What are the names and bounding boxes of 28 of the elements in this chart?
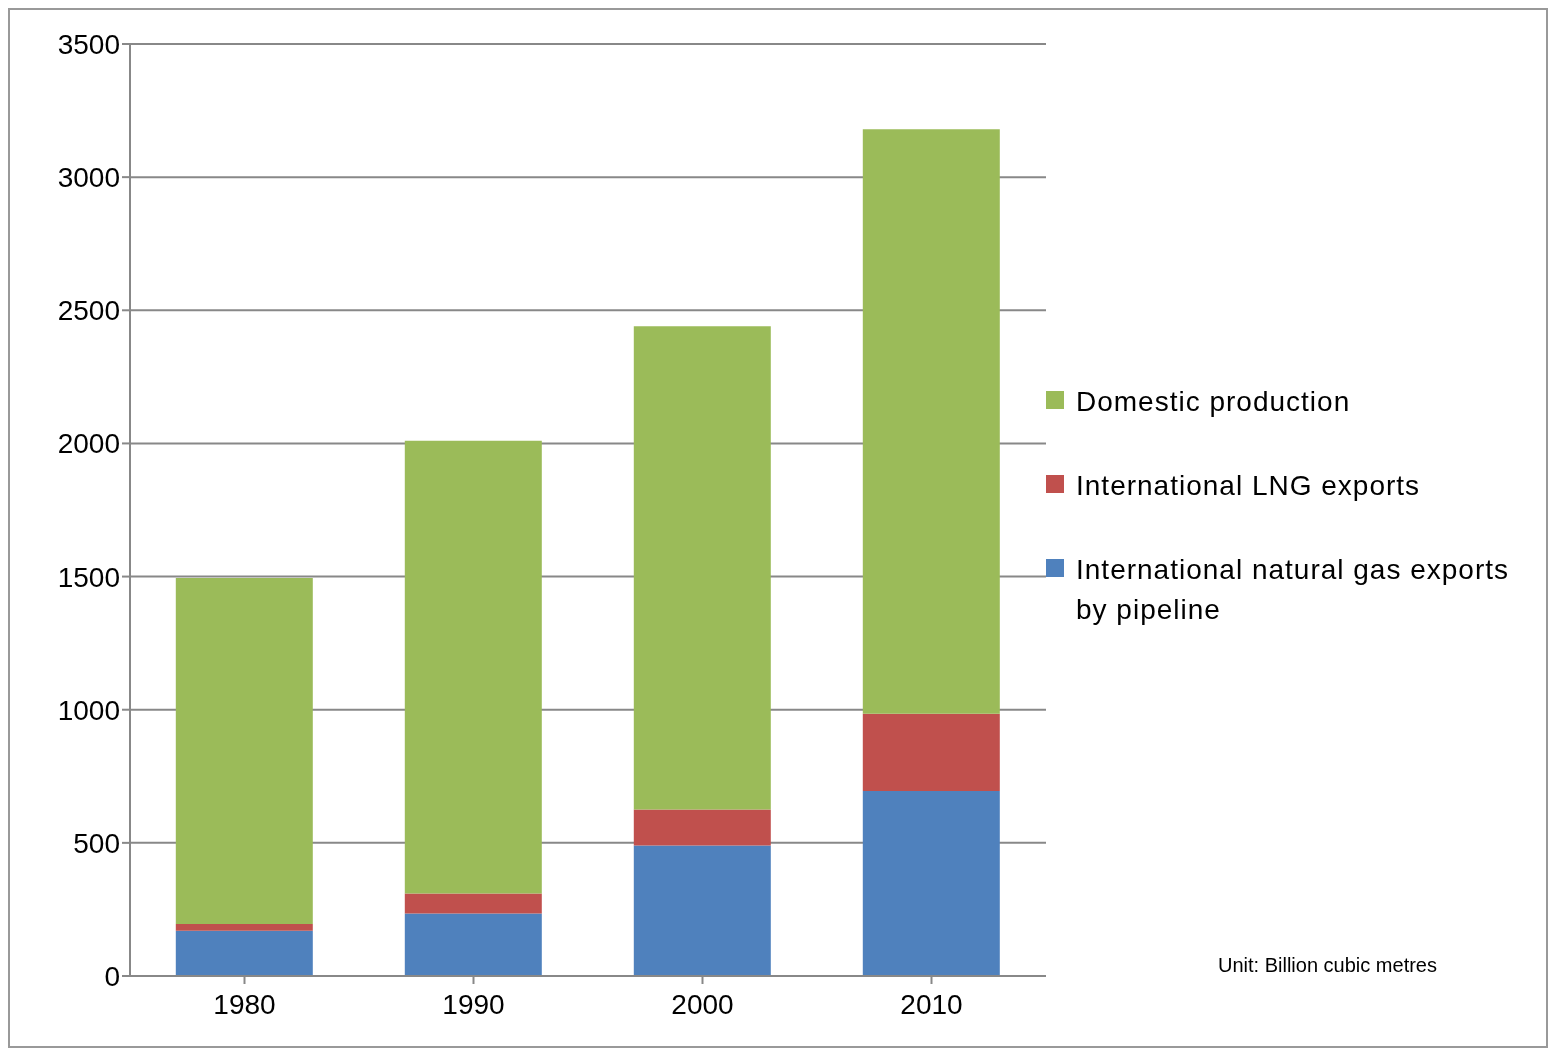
y-tick-label: 1000 (57, 694, 120, 726)
bar (175, 930, 313, 976)
x-tick-label: 1990 (442, 988, 505, 1020)
bar (175, 577, 313, 925)
bar (404, 893, 542, 914)
y-tick-label: 3500 (57, 28, 120, 60)
legend-label: International natural gas exports by pipeline (1076, 553, 1511, 627)
y-tick-label: 2500 (57, 295, 120, 327)
bar (404, 913, 542, 976)
y-tick-label: 3000 (57, 162, 120, 194)
y-tick-label: 2000 (57, 428, 120, 460)
bar (633, 326, 771, 810)
bar (862, 129, 1000, 714)
bar (404, 440, 542, 894)
bar (633, 845, 771, 976)
y-tick-label: 0 (104, 960, 120, 992)
x-tick-label: 1980 (213, 988, 276, 1020)
bar (175, 924, 313, 931)
x-tick-label: 2010 (900, 988, 963, 1020)
x-tick-label: 2000 (671, 988, 734, 1020)
bar (862, 713, 1000, 791)
bar (862, 790, 1000, 976)
y-tick-label: 500 (73, 827, 120, 859)
y-tick-label: 1500 (57, 561, 120, 593)
bar (633, 809, 771, 846)
legend-label: International LNG exports (1076, 469, 1421, 503)
legend-label: Domestic production (1076, 385, 1351, 419)
text: Unit: Billion cubic metres (1218, 953, 1437, 978)
